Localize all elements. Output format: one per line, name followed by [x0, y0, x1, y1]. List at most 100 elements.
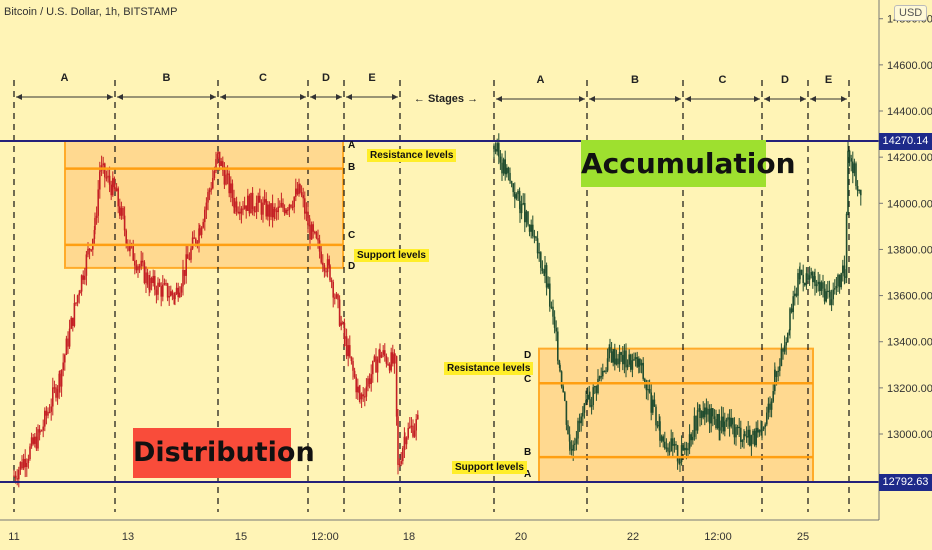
stage-arrow-head — [16, 94, 22, 100]
accumulation-candle — [528, 224, 531, 232]
accumulation-candle — [710, 408, 712, 424]
distribution-candle — [343, 322, 346, 339]
stage-arrow-head — [685, 96, 691, 102]
accumulation-candle — [606, 358, 609, 371]
distribution-candle — [145, 272, 147, 283]
distribution-candle — [174, 294, 176, 300]
accumulation-candle — [780, 348, 783, 367]
accumulation-candle — [715, 419, 717, 429]
distribution-candle — [99, 171, 101, 190]
y-tick-label: 13200.00 — [887, 383, 932, 395]
accumulation-candle — [687, 448, 689, 451]
accumulation-candle — [532, 224, 534, 237]
distribution-candle — [322, 262, 324, 266]
stage-arrow-head — [754, 96, 760, 102]
distribution-candle — [375, 356, 377, 373]
distribution-candle — [353, 370, 356, 378]
distribution-candle — [265, 199, 267, 217]
accumulation-candle — [558, 360, 561, 366]
accumulation-candle — [543, 270, 545, 274]
distribution-candle — [247, 195, 249, 211]
accumulation-candle — [829, 291, 831, 305]
accumulation-candle — [730, 418, 732, 427]
accumulation-candle — [572, 444, 574, 451]
distribution-candle — [230, 183, 232, 194]
accumulation-candle — [640, 362, 643, 366]
distribution-candle — [385, 356, 388, 364]
distribution-candle — [405, 437, 408, 445]
distribution-candle — [90, 249, 92, 251]
distribution-candle — [56, 389, 59, 398]
accumulation-candle — [520, 203, 523, 214]
distribution-candle — [112, 178, 114, 196]
distribution-candle — [40, 430, 43, 432]
accumulation-candle — [741, 440, 744, 442]
accumulation-candle — [684, 447, 686, 451]
distribution-candle — [78, 293, 80, 296]
accumulation-candle — [614, 349, 616, 365]
distribution-candle — [279, 206, 281, 208]
accumulation-candle — [752, 430, 754, 436]
distribution-candle — [288, 204, 291, 210]
distribution-candle — [407, 427, 409, 438]
accumulation-candle — [797, 273, 799, 296]
distribution-candle — [270, 203, 272, 217]
distribution-candle — [317, 238, 319, 241]
accumulation-candle — [656, 425, 659, 427]
distribution-candle — [240, 208, 243, 214]
accumulation-candle — [638, 358, 640, 367]
distribution-candle — [330, 280, 333, 283]
distribution-candle — [142, 260, 144, 263]
distribution-candle — [379, 349, 381, 358]
distribution-candle — [300, 192, 303, 196]
accumulation-support-tag: Support levels — [452, 461, 527, 474]
accumulation-candle — [545, 265, 548, 288]
distribution-candle — [155, 289, 158, 295]
accumulation-candle — [653, 399, 656, 407]
distribution-candle — [53, 387, 56, 389]
distribution-candle — [417, 414, 419, 420]
accumulation-candle — [766, 412, 768, 425]
stage-arrow-head — [675, 96, 681, 102]
distribution-candle — [395, 356, 398, 417]
accumulation-candle — [802, 274, 804, 283]
distribution-candle — [123, 215, 126, 231]
distribution-candle — [185, 254, 187, 276]
distribution-candle — [360, 394, 363, 400]
x-tick-label: 12:00 — [311, 531, 339, 543]
distribution-candle — [170, 291, 172, 297]
distribution-candle — [367, 378, 369, 387]
accumulation-candle — [788, 330, 791, 333]
accumulation-candle — [642, 362, 644, 379]
accumulation-candle — [732, 418, 734, 425]
accumulation-candle — [747, 429, 749, 438]
accumulation-candle — [800, 269, 803, 275]
accumulation-candle — [575, 438, 578, 444]
accumulation-candle — [720, 416, 723, 428]
x-tick-label: 12:00 — [704, 531, 732, 543]
accumulation-candle — [612, 349, 614, 363]
accumulation-candle — [524, 202, 526, 223]
distribution-candle — [97, 189, 99, 216]
accumulation-candle — [564, 392, 566, 402]
accumulation-candle — [740, 427, 742, 442]
distribution-candle — [27, 458, 30, 463]
distribution-candle — [251, 192, 254, 209]
accumulation-candle — [713, 416, 716, 420]
x-tick-label: 18 — [403, 531, 415, 543]
accumulation-candle — [647, 389, 649, 391]
distribution-candle — [345, 336, 348, 357]
currency-button[interactable]: USD — [894, 5, 928, 21]
stage-label: E — [368, 72, 375, 84]
accumulation-candle — [712, 408, 714, 417]
distribution-candle — [175, 287, 178, 295]
stage-arrow-head — [220, 94, 226, 100]
accumulation-candle — [761, 429, 763, 432]
distribution-candle — [290, 204, 292, 207]
distribution-candle — [39, 430, 41, 433]
distribution-candle — [334, 297, 336, 299]
accumulation-candle — [538, 252, 540, 254]
accumulation-candle — [549, 283, 551, 307]
